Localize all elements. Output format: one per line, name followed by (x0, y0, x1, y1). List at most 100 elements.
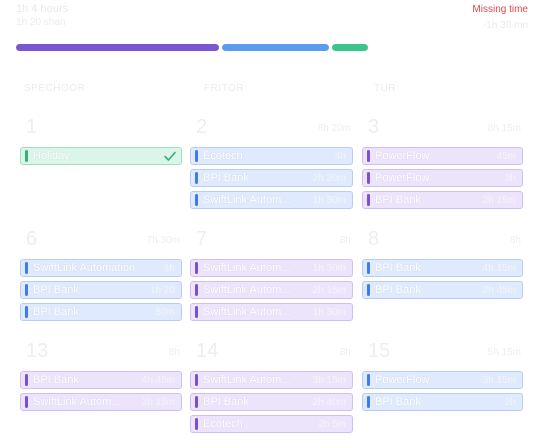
time-entry[interactable]: BPI Bank 2h (362, 393, 523, 411)
day-total: 7h 30m (146, 235, 180, 246)
time-entry[interactable]: SwiftLink Autom... 3h 15m (20, 393, 182, 411)
day-total: 5h 15m (487, 347, 521, 358)
day-total: 8h (339, 235, 351, 246)
entry-project-name: BPI Bank (33, 374, 79, 386)
entry-duration: 2h 5m (318, 418, 346, 430)
header-subtitle: 1h 20 shan (16, 17, 66, 28)
entry-duration: 1h 20 (149, 284, 175, 296)
entry-project-name: BPI Bank (375, 194, 421, 206)
column-header-3: TUR (374, 83, 397, 94)
entry-project-name: BPI Bank (375, 284, 421, 296)
entry-color-marker (195, 172, 198, 184)
entry-color-marker (367, 150, 370, 162)
entry-project-name: PowerFlow (375, 374, 430, 386)
time-entry[interactable]: BPI Bank 2h 45m (362, 281, 523, 299)
entry-duration: 2h 45m (482, 284, 516, 296)
day-total: 8h (168, 347, 180, 358)
day-total: 8h (339, 347, 351, 358)
missing-time-label: Missing time (472, 4, 528, 15)
entry-color-marker (195, 306, 198, 318)
column-header-1: SPECHOOR (24, 83, 86, 94)
entry-duration: 50m (155, 306, 175, 318)
entry-project-name: Holiday (33, 150, 70, 162)
entry-duration: 2h 20m (312, 172, 346, 184)
entry-project-name: BPI Bank (33, 284, 79, 296)
entry-color-marker (195, 418, 198, 430)
day-number: 6 (26, 228, 38, 250)
entry-project-name: BPI Bank (375, 262, 421, 274)
entry-project-name: SwiftLink Autom... (203, 284, 291, 296)
entry-project-name: SwiftLink Autom... (203, 374, 291, 386)
entry-project-name: BPI Bank (203, 172, 249, 184)
entry-project-name: BPI Bank (33, 306, 79, 318)
day-number: 3 (368, 116, 380, 138)
entry-duration: 45m (496, 150, 516, 162)
entry-duration: 2h (504, 396, 516, 408)
entry-duration: 3h (504, 172, 516, 184)
time-entry[interactable]: Holiday (20, 147, 182, 165)
entry-duration: 4h 15m (482, 262, 516, 274)
entry-project-name: BPI Bank (375, 396, 421, 408)
time-entry[interactable]: PowerFlow 45m (362, 147, 523, 165)
entry-color-marker (195, 284, 198, 296)
entry-project-name: SwiftLink Autom... (203, 306, 291, 318)
entry-duration: 2h 15m (482, 194, 516, 206)
progress-segment-1 (16, 44, 219, 51)
entry-project-name: Ecotech (203, 150, 243, 162)
time-entry[interactable]: SwiftLink Autom... 3h 15m (190, 371, 353, 389)
hours-progress-bar (16, 44, 372, 51)
entry-duration: 2h 15m (312, 284, 346, 296)
entry-color-marker (25, 150, 28, 162)
column-header-2: FRITOR (204, 83, 245, 94)
header-summary: 1h 4 hours 1h 20 shan (16, 3, 68, 29)
time-entry[interactable]: SwiftLink Automation 1h (20, 259, 182, 277)
entry-project-name: PowerFlow (375, 172, 430, 184)
time-entry[interactable]: SwiftLink Autom... 1h 30m (190, 303, 353, 321)
entry-color-marker (25, 284, 28, 296)
time-entry[interactable]: SwiftLink Autom... 1h 30m (190, 259, 353, 277)
entry-duration: 1h 30m (312, 262, 346, 274)
entry-color-marker (195, 194, 198, 206)
time-entry[interactable]: BPI Bank 2h 15m (362, 191, 523, 209)
entry-duration: 1h (163, 262, 175, 274)
time-entry[interactable]: SwiftLink Autom... 1h 30m (190, 191, 353, 209)
entry-duration: 3h 15m (482, 374, 516, 386)
entry-duration: 1h 30m (312, 194, 346, 206)
entry-project-name: SwiftLink Autom... (33, 396, 121, 408)
entry-color-marker (367, 262, 370, 274)
entry-color-marker (195, 374, 198, 386)
entry-color-marker (25, 374, 28, 386)
checkmark-icon (164, 151, 176, 161)
time-entry[interactable]: BPI Bank 4h 45m (20, 371, 182, 389)
entry-duration: 4h (334, 150, 346, 162)
entry-duration: 4h 45m (141, 374, 175, 386)
time-entry[interactable]: BPI Bank 2h 20m (190, 169, 353, 187)
total-hours: 1h 4 hours (16, 3, 68, 15)
time-entry[interactable]: SwiftLink Autom... 2h 15m (190, 281, 353, 299)
progress-segment-3 (332, 44, 368, 51)
entry-project-name: SwiftLink Autom... (203, 262, 291, 274)
day-total: 8h 20m (317, 123, 351, 134)
day-number: 14 (196, 340, 219, 362)
entry-color-marker (25, 306, 28, 318)
time-entry[interactable]: Ecotech 4h (190, 147, 353, 165)
entry-color-marker (367, 284, 370, 296)
time-entry[interactable]: Ecotech 2h 5m (190, 415, 353, 433)
time-entry[interactable]: BPI Bank 4h 15m (362, 259, 523, 277)
time-entry[interactable]: BPI Bank 2h 40m (190, 393, 353, 411)
entry-color-marker (195, 396, 198, 408)
entry-duration: 1h 30m (312, 306, 346, 318)
entry-project-name: PowerFlow (375, 150, 430, 162)
entry-color-marker (195, 150, 198, 162)
time-entry[interactable]: PowerFlow 3h 15m (362, 371, 523, 389)
day-number: 2 (196, 116, 208, 138)
day-number: 1 (26, 116, 38, 138)
entry-project-name: SwiftLink Autom... (203, 194, 291, 206)
time-entry[interactable]: PowerFlow 3h (362, 169, 523, 187)
time-entry[interactable]: BPI Bank 1h 20 (20, 281, 182, 299)
entry-color-marker (195, 262, 198, 274)
time-entry[interactable]: BPI Bank 50m (20, 303, 182, 321)
entry-project-name: BPI Bank (203, 396, 249, 408)
missing-time-value: -1h 30 mn (482, 20, 528, 31)
entry-color-marker (367, 172, 370, 184)
